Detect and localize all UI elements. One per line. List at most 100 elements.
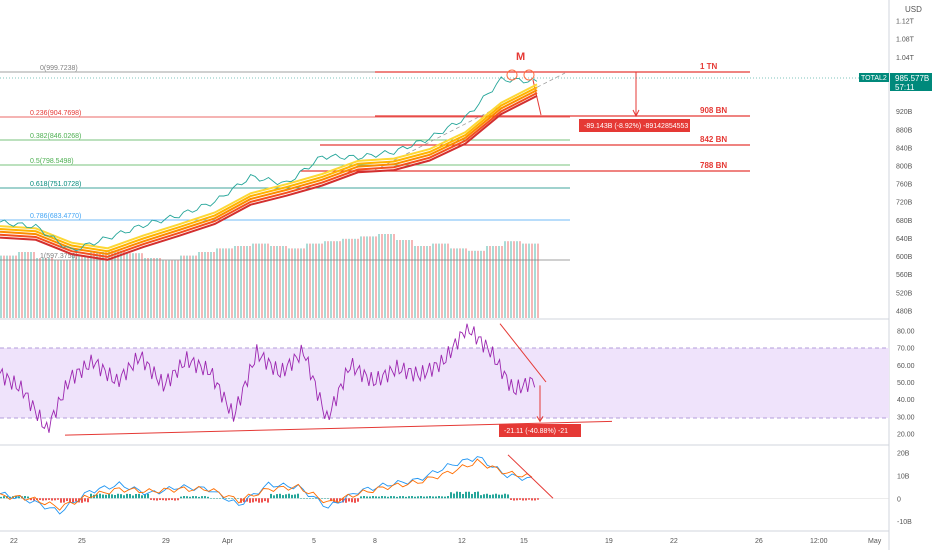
macd-histogram-bar: [393, 496, 395, 499]
rsi-tick-label: 30.00: [897, 414, 915, 421]
volume-bar: [300, 248, 302, 318]
macd-histogram-bar: [534, 498, 536, 501]
macd-histogram-bar: [138, 493, 140, 499]
volume-bar: [282, 246, 284, 318]
macd-histogram-bar: [216, 498, 218, 499]
symbol-badge[interactable]: [859, 73, 889, 82]
volume-bar: [252, 243, 254, 318]
volume-bar: [135, 253, 137, 318]
volume-bar: [402, 240, 404, 318]
volume-bar: [153, 258, 155, 318]
macd-histogram-bar: [237, 498, 239, 499]
volume-bar: [303, 248, 305, 318]
time-axis: 22 25 29 Apr 5 8 12 15 19 22 26 12:00 May: [10, 538, 882, 545]
volume-bar: [504, 241, 506, 318]
macd-histogram-bar: [51, 498, 53, 501]
price-tick-label: 760B: [896, 182, 913, 189]
volume-bar: [21, 252, 23, 318]
volume-bar: [15, 255, 17, 318]
macd-histogram-bar: [420, 496, 422, 499]
volume-bar: [417, 246, 419, 318]
volume-bar: [369, 236, 371, 318]
volume-bar: [312, 243, 314, 318]
macd-histogram-bar: [180, 496, 182, 499]
macd-histogram-bar: [465, 491, 467, 499]
level-label: 1 TN: [700, 62, 718, 71]
price-tick-label: 800B: [896, 164, 913, 171]
macd-histogram-bar: [429, 496, 431, 499]
symbol-badge-text: TOTAL2: [861, 75, 887, 82]
volume-bar: [492, 246, 494, 318]
macd-histogram-bar: [384, 496, 386, 499]
macd-histogram-bar: [348, 498, 350, 502]
macd-histogram-bar: [282, 495, 284, 499]
volume-bar: [390, 234, 392, 318]
level-label: 908 BN: [700, 106, 727, 115]
volume-bar: [225, 248, 227, 318]
macd-tick-label: 20B: [897, 451, 910, 458]
time-tick-label: 22: [10, 538, 18, 545]
volume-bar: [258, 243, 260, 318]
volume-bar: [522, 243, 524, 318]
volume-bar: [192, 255, 194, 318]
macd-histogram-bar: [498, 494, 500, 499]
volume-bar: [186, 255, 188, 318]
volume-bar: [537, 243, 539, 318]
volume-bar: [123, 250, 125, 318]
macd-histogram-bar: [96, 494, 98, 499]
ma-ribbon-line: [0, 86, 538, 253]
volume-bar: [27, 252, 29, 318]
volume-bar: [534, 243, 536, 318]
volume-bar: [255, 243, 257, 318]
volume-bar: [54, 260, 56, 318]
price-tick-label: 640B: [896, 236, 913, 243]
volume-bar: [348, 238, 350, 318]
macd-histogram-bar: [531, 498, 533, 501]
macd-histogram-bar: [387, 496, 389, 499]
price-measure-box: [579, 119, 690, 132]
fib-label: 0.618(751.0728): [30, 181, 81, 188]
macd-histogram-bar: [141, 495, 143, 499]
macd-histogram-bar: [159, 498, 161, 501]
volume-bar: [423, 246, 425, 318]
macd-histogram-bar: [405, 496, 407, 499]
macd-histogram-bar: [312, 498, 314, 499]
volume-bar: [189, 255, 191, 318]
macd-histogram-bar: [291, 494, 293, 499]
macd-histogram-bar: [15, 496, 17, 499]
volume-bar: [426, 246, 428, 318]
volume-bar: [363, 236, 365, 318]
volume-bar: [525, 243, 527, 318]
volume-bar: [486, 246, 488, 318]
price-tick-label: 840B: [896, 145, 913, 152]
volume-bar: [102, 252, 104, 318]
macd-histogram-bar: [411, 496, 413, 499]
volume-bar: [471, 250, 473, 318]
macd-histogram-bar: [297, 493, 299, 499]
macd-histogram-bar: [48, 498, 50, 500]
macd-histogram-bar: [24, 496, 26, 499]
macd-histogram-bar: [264, 498, 266, 502]
time-tick-label: 29: [162, 538, 170, 545]
volume-bar: [444, 243, 446, 318]
volume-bar: [132, 253, 134, 318]
macd-histogram-bar: [0, 496, 2, 499]
macd-histogram-bar: [63, 498, 65, 503]
rsi-support-trendline: [64, 420, 613, 436]
volume-bar: [462, 248, 464, 318]
volume-bar: [408, 240, 410, 318]
macd-histogram-bar: [225, 498, 227, 499]
volume-bar: [420, 246, 422, 318]
volume-bar: [507, 241, 509, 318]
macd-histogram-bar: [438, 496, 440, 499]
volume-bar: [198, 252, 200, 318]
macd-histogram-bar: [153, 498, 155, 501]
volume-bar: [120, 250, 122, 318]
macd-line: [0, 456, 533, 515]
volume-bar: [360, 236, 362, 318]
macd-histogram-bar: [303, 498, 305, 499]
rsi-tick-label: 50.00: [897, 380, 915, 387]
volume-bar: [501, 246, 503, 318]
price-tick-label: 1.12T: [896, 19, 915, 26]
macd-histogram-bar: [315, 498, 317, 499]
